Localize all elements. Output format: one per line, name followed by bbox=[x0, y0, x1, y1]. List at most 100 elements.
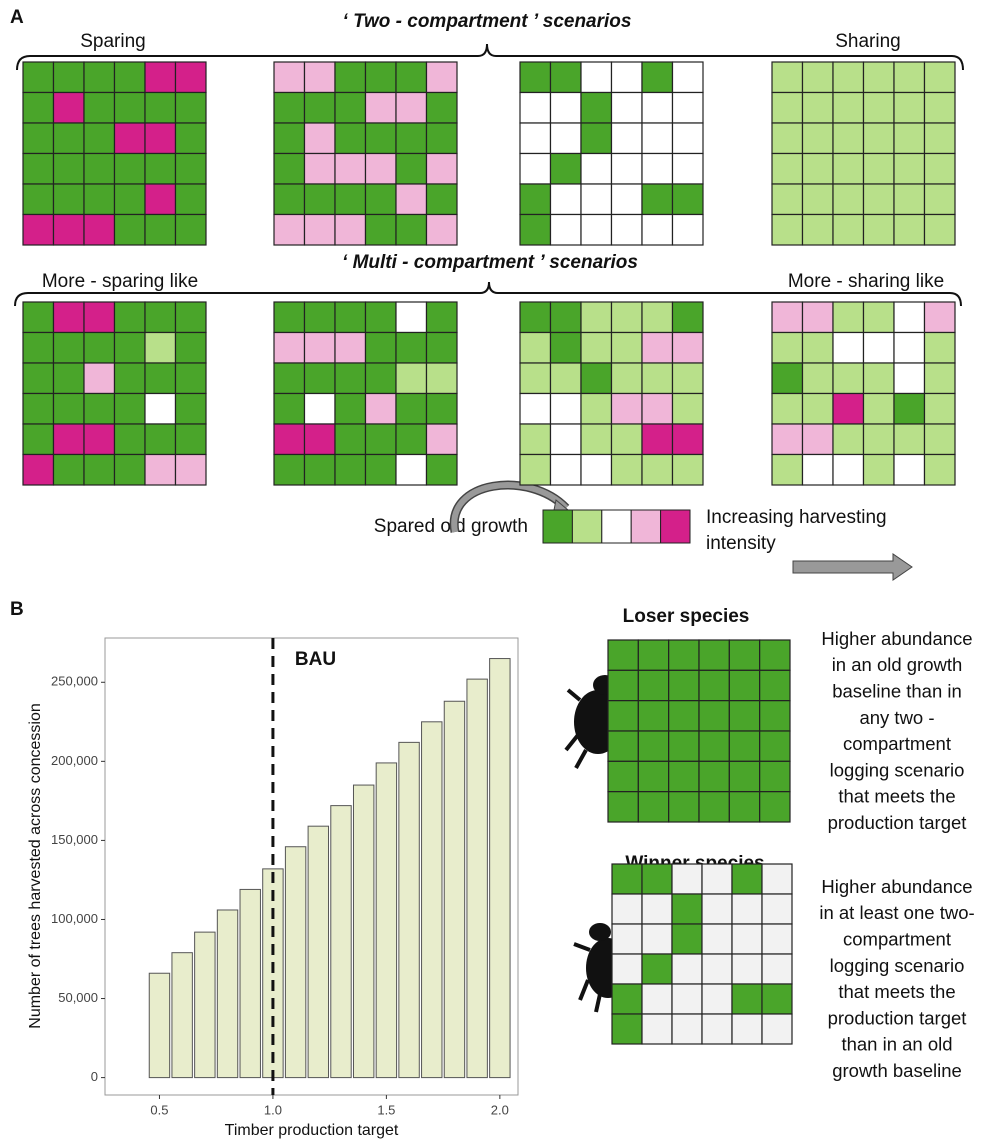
grid-cell bbox=[607, 730, 639, 762]
grid-cell bbox=[52, 152, 85, 185]
grid-cell bbox=[771, 91, 804, 124]
grid-cell bbox=[83, 122, 116, 155]
bar bbox=[489, 658, 511, 1079]
grid-cell bbox=[610, 152, 643, 185]
grid-cell bbox=[425, 362, 458, 395]
grid-cell bbox=[611, 983, 643, 1015]
grid-cell bbox=[273, 213, 306, 246]
grid-cell bbox=[273, 122, 306, 155]
grid-cell bbox=[334, 331, 367, 364]
grid-cell bbox=[83, 183, 116, 216]
grid-cell bbox=[52, 301, 85, 334]
grid-cell bbox=[671, 923, 703, 955]
grid-cell bbox=[303, 423, 336, 456]
grid-cell bbox=[364, 331, 397, 364]
grid-cell bbox=[862, 331, 895, 364]
grid-cell bbox=[273, 392, 306, 425]
grid-cell bbox=[334, 61, 367, 94]
grid-cell bbox=[607, 700, 639, 732]
grid-cell bbox=[303, 152, 336, 185]
grid-cell bbox=[771, 453, 804, 486]
grid-cell bbox=[671, 213, 704, 246]
grid-cell bbox=[334, 423, 367, 456]
grid-cell bbox=[671, 301, 704, 334]
grid-cell bbox=[364, 122, 397, 155]
grid-cell bbox=[580, 152, 613, 185]
grid-cell bbox=[671, 91, 704, 124]
grid-cell bbox=[761, 983, 793, 1015]
grid-cell bbox=[52, 423, 85, 456]
grid-cell bbox=[832, 152, 865, 185]
grid-cell bbox=[303, 453, 336, 486]
grid-cell bbox=[22, 392, 55, 425]
grid-cell bbox=[759, 700, 791, 732]
grid-cell bbox=[668, 730, 700, 762]
grid-cell bbox=[174, 152, 207, 185]
grid-cell bbox=[22, 91, 55, 124]
x-tick-label: 1.5 bbox=[377, 1102, 395, 1117]
grid-cell bbox=[698, 730, 730, 762]
grid-cell bbox=[580, 301, 613, 334]
grid-cell bbox=[144, 61, 177, 94]
grid-cell bbox=[22, 301, 55, 334]
grid-cell bbox=[893, 362, 926, 395]
bracket bbox=[16, 43, 964, 71]
grid-cell bbox=[641, 362, 674, 395]
grid-cell bbox=[862, 183, 895, 216]
grid-cell bbox=[425, 213, 458, 246]
grid-cell bbox=[303, 91, 336, 124]
grid-cell bbox=[174, 213, 207, 246]
grid-cell bbox=[425, 331, 458, 364]
grid-cell bbox=[113, 301, 146, 334]
grid-cell bbox=[832, 183, 865, 216]
grid-cell bbox=[144, 331, 177, 364]
grid-cell bbox=[641, 61, 674, 94]
grid-cell bbox=[610, 392, 643, 425]
grid-cell bbox=[425, 152, 458, 185]
grid-cell bbox=[761, 953, 793, 985]
grid-cell bbox=[923, 392, 956, 425]
grid-cell bbox=[701, 983, 733, 1015]
grid-cell bbox=[273, 453, 306, 486]
grid-cell bbox=[425, 423, 458, 456]
grid-cell bbox=[701, 893, 733, 925]
grid-cell bbox=[519, 423, 552, 456]
grid-cell bbox=[771, 423, 804, 456]
grid-cell bbox=[668, 700, 700, 732]
grid-cell bbox=[395, 152, 428, 185]
species-description: in at least one two- bbox=[819, 902, 974, 923]
grid-cell bbox=[862, 392, 895, 425]
species-description: growth baseline bbox=[832, 1060, 962, 1081]
grid-cell bbox=[22, 61, 55, 94]
grid-cell bbox=[519, 453, 552, 486]
grid-cell bbox=[759, 639, 791, 671]
grid-cell bbox=[731, 893, 763, 925]
grid-cell bbox=[22, 183, 55, 216]
bar bbox=[330, 805, 352, 1079]
grid-cell bbox=[52, 91, 85, 124]
grid-cell bbox=[425, 392, 458, 425]
grid-cell bbox=[893, 91, 926, 124]
grid-cell bbox=[771, 61, 804, 94]
bar bbox=[194, 931, 216, 1079]
grid-cell bbox=[832, 331, 865, 364]
grid-cell bbox=[728, 791, 761, 823]
grid-cell bbox=[832, 91, 865, 124]
grid-cell bbox=[701, 1013, 733, 1045]
grid-cell bbox=[641, 1013, 673, 1045]
grid-cell bbox=[637, 700, 670, 732]
grid-cell bbox=[334, 122, 367, 155]
grid-cell bbox=[801, 362, 834, 395]
grid-cell bbox=[580, 423, 613, 456]
grid-cell bbox=[801, 91, 834, 124]
grid-cell bbox=[113, 122, 146, 155]
grid-cell bbox=[761, 923, 793, 955]
grid-cell bbox=[637, 669, 670, 702]
grid-cell bbox=[144, 301, 177, 334]
grid-cell bbox=[144, 122, 177, 155]
grid-cell bbox=[698, 639, 730, 671]
grid-cell bbox=[701, 923, 733, 955]
grid-cell bbox=[52, 183, 85, 216]
grid-cell bbox=[580, 61, 613, 94]
y-tick-label: 100,000 bbox=[51, 911, 98, 926]
